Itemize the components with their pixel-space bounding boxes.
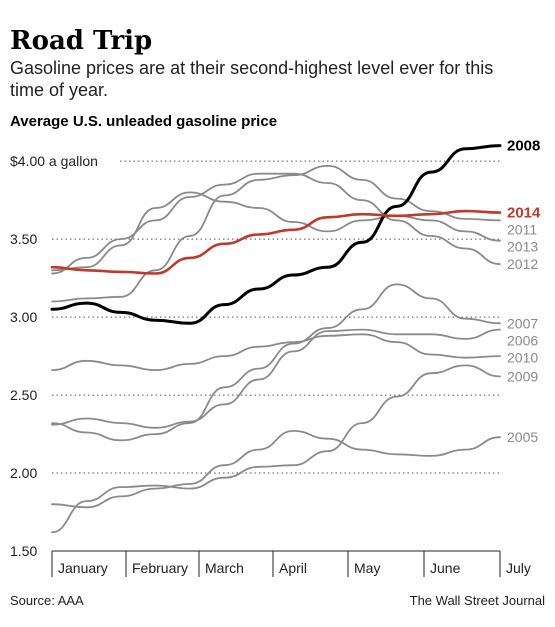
- y-tick-label: 3.00: [10, 309, 37, 325]
- source-note: Source: AAA: [10, 593, 84, 608]
- series-label-2013: 2013: [507, 239, 538, 255]
- month-label: May: [354, 560, 380, 576]
- chart-subtitle: Gasoline prices are at their second-high…: [10, 58, 494, 100]
- series-lines: [50, 144, 502, 534]
- series-line-2006: [51, 328, 501, 429]
- y-axis-label: Average U.S. unleaded gasoline price: [10, 113, 278, 130]
- series-line-2008: [50, 144, 502, 325]
- series-label-2012: 2012: [507, 256, 538, 272]
- grid-lines: [52, 160, 500, 552]
- month-label: April: [279, 560, 307, 576]
- y-tick-label: 1.50: [10, 543, 37, 559]
- month-label: July: [506, 560, 531, 576]
- series-label-2008: 2008: [507, 138, 540, 155]
- series-line-2005: [51, 430, 501, 509]
- chart-title: Road Trip: [10, 26, 153, 56]
- credit-note: The Wall Street Journal: [409, 593, 545, 608]
- y-tick-label: $4.00 a gallon: [10, 153, 98, 169]
- x-axis: January February March April May June July: [51, 550, 531, 577]
- month-label: June: [430, 560, 461, 576]
- series-label-2014: 2014: [507, 205, 541, 222]
- y-tick-label: 3.50: [10, 231, 37, 247]
- series-label-2006: 2006: [507, 332, 538, 348]
- series-label-2007: 2007: [507, 315, 538, 331]
- series-line-2010: [51, 333, 501, 371]
- month-label: February: [132, 560, 188, 576]
- series-line-2012: [51, 172, 501, 275]
- series-line-2014: [50, 209, 502, 275]
- series-label-2005: 2005: [507, 429, 538, 445]
- y-tick-label: 2.00: [10, 465, 37, 481]
- month-label: March: [205, 560, 244, 576]
- series-line-2009: [51, 364, 501, 534]
- series-label-2010: 2010: [507, 349, 538, 365]
- series-line-2013: [51, 191, 501, 272]
- series-line-2007: [51, 283, 501, 442]
- series-label-2011: 2011: [507, 222, 537, 238]
- series-line-2011: [51, 165, 501, 303]
- month-label: January: [58, 560, 108, 576]
- y-tick-label: 2.50: [10, 387, 37, 403]
- series-label-2009: 2009: [507, 368, 538, 384]
- y-tick-labels: 1.50 2.00 2.50 3.00 3.50 $4.00 a gallon: [10, 153, 98, 559]
